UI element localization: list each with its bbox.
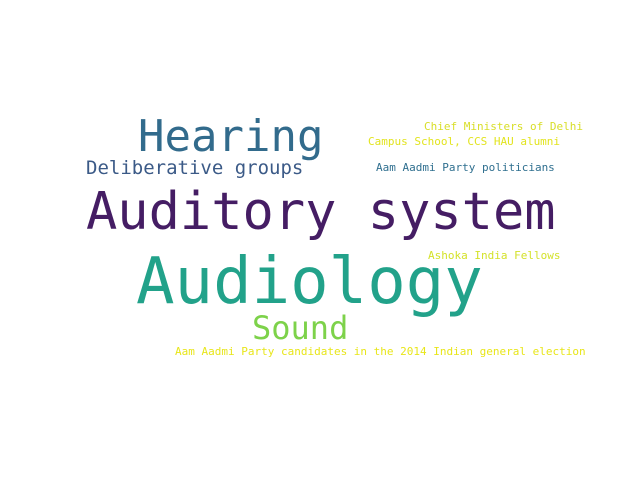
word-auditory-system: Auditory system <box>86 182 556 242</box>
word-aap-candidates-2014: Aam Aadmi Party candidates in the 2014 I… <box>175 345 586 358</box>
word-sound: Sound <box>252 309 349 347</box>
word-chief-ministers-of-delhi: Chief Ministers of Delhi <box>424 120 583 133</box>
word-hearing: Hearing <box>138 111 324 162</box>
word-campus-school-alumni: Campus School, CCS HAU alumni <box>368 135 561 148</box>
word-audiology: Audiology <box>136 245 483 319</box>
word-aap-politicians: Aam Aadmi Party politicians <box>376 161 555 174</box>
word-ashoka-india-fellows: Ashoka India Fellows <box>428 249 561 262</box>
word-deliberative-groups: Deliberative groups <box>86 157 304 179</box>
